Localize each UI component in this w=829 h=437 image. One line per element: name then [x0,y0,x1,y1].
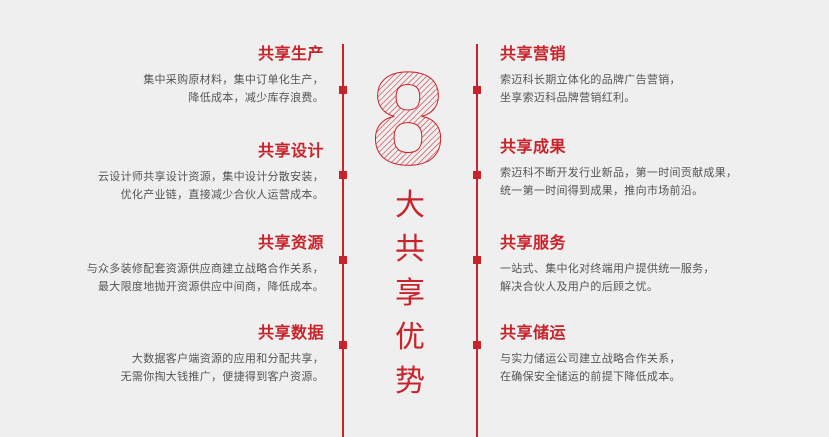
left-marker [339,171,347,179]
advantage-description: 索迈科不断开发行业新品，第一时间贡献成果， 统一第一时间得到成果，推向市场前沿。 [500,166,738,197]
left-marker [339,341,347,349]
advantage-title: 共享生产 [257,44,324,63]
title-char: 势 [395,364,425,399]
center-vertical-title: 大 共 享 优 势 [380,184,440,404]
left-marker [339,86,347,94]
advantage-item-marketing: 共享营销 索迈科长期立体化的品牌广告营销， 坐享索迈科品牌营销红利。 [500,44,800,107]
advantage-title: 共享服务 [500,233,567,252]
advantage-title: 共享数据 [257,323,324,342]
advantage-item-production: 共享生产 集中采购原材料，集中订单化生产， 降低成本，减少库存浪费。 [24,44,324,107]
advantage-item-design: 共享设计 云设计师共享设计资源，集中设计分散安装， 优化产业链，直接减少合伙人运… [24,141,324,204]
title-char: 大 [395,188,425,223]
hatched-eight-numeral: 8 [371,64,445,168]
right-marker [473,171,481,179]
right-marker [473,341,481,349]
right-marker [473,86,481,94]
title-char: 享 [395,276,425,311]
advantage-title: 共享营销 [500,44,567,63]
advantage-title: 共享资源 [257,233,324,252]
advantage-description: 与众多装修配套资源供应商建立战略合作关系， 最大限度地抛开资源供应中间商，降低成… [86,262,324,293]
advantage-item-service: 共享服务 一站式、集中化对终端用户提供统一服务， 解决合伙人及用户的后顾之忧。 [500,233,800,296]
advantage-title: 共享成果 [500,137,567,156]
advantage-description: 集中采购原材料，集中订单化生产， 降低成本，减少库存浪费。 [143,73,324,104]
advantage-item-logistics: 共享储运 与实力储运公司建立战略合作关系， 在确保安全储运的前提下降低成本。 [500,323,800,386]
advantage-description: 一站式、集中化对终端用户提供统一服务， 解决合伙人及用户的后顾之忧。 [500,262,715,293]
eight-numeral-text: 8 [371,64,444,168]
advantage-item-data: 共享数据 大数据客户端资源的应用和分配共享， 无需你掏大钱推广，便捷得到客户资源… [24,323,324,386]
left-marker [339,256,347,264]
advantage-description: 大数据客户端资源的应用和分配共享， 无需你掏大钱推广，便捷得到客户资源。 [120,352,324,383]
advantage-item-resources: 共享资源 与众多装修配套资源供应商建立战略合作关系， 最大限度地抛开资源供应中间… [24,233,324,296]
left-timeline-line [342,44,344,437]
advantage-description: 云设计师共享设计资源，集中设计分散安装， 优化产业链，直接减少合伙人运营成本。 [98,170,324,201]
advantage-description: 与实力储运公司建立战略合作关系， 在确保安全储运的前提下降低成本。 [500,352,681,383]
advantage-title: 共享储运 [500,323,567,342]
advantage-item-results: 共享成果 索迈科不断开发行业新品，第一时间贡献成果， 统一第一时间得到成果，推向… [500,137,800,200]
title-char: 优 [395,320,425,355]
right-marker [473,256,481,264]
advantage-description: 索迈科长期立体化的品牌广告营销， 坐享索迈科品牌营销红利。 [500,73,681,104]
title-char: 共 [395,232,425,267]
advantage-title: 共享设计 [257,141,324,160]
right-timeline-line [476,44,478,437]
